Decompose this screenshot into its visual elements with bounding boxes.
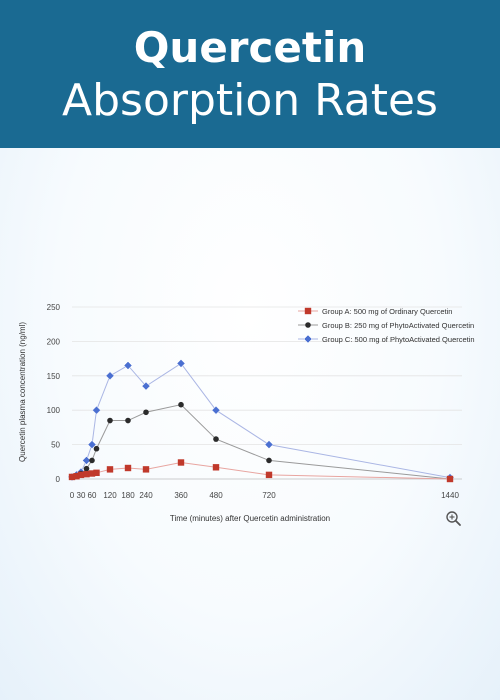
point-s2-10 xyxy=(213,436,219,442)
y-axis-label: Quercetin plasma concentration (ng/ml) xyxy=(18,322,27,462)
x-tick-60: 60 xyxy=(88,491,97,500)
point-s3-3 xyxy=(82,456,91,465)
point-s3-11 xyxy=(264,440,274,449)
point-s1-12 xyxy=(446,475,454,483)
y-tick-100: 100 xyxy=(47,406,61,415)
title-line-1: Quercetin xyxy=(133,23,367,72)
x-axis-label: Time (minutes) after Quercetin administr… xyxy=(170,514,330,523)
point-s2-9 xyxy=(178,401,184,408)
legend-entry-1: Group A: 500 mg of Ordinary Quercetin xyxy=(322,307,452,316)
point-s2-3 xyxy=(83,465,90,472)
point-s1-11 xyxy=(265,471,273,479)
x-tick-180: 180 xyxy=(121,491,135,500)
title-line-2: Absorption Rates xyxy=(62,75,438,126)
point-s2-7 xyxy=(125,417,131,424)
legend-marker-3 xyxy=(303,334,313,344)
point-s1-4 xyxy=(88,470,96,477)
point-s1-1 xyxy=(73,473,80,480)
legend-marker-2 xyxy=(305,322,311,328)
y-tick-150: 150 xyxy=(47,372,61,381)
y-tick-50: 50 xyxy=(51,441,60,450)
point-s1-6 xyxy=(106,466,114,473)
x-tick-240: 240 xyxy=(139,491,153,500)
point-s1-9 xyxy=(177,459,185,466)
legend-entry-3: Group C: 500 mg of PhytoActivated Querce… xyxy=(322,335,475,344)
legend-entry-2: Group B: 250 mg of PhytoActivated Querce… xyxy=(322,321,474,330)
point-s2-4 xyxy=(89,457,95,464)
point-s1-3 xyxy=(83,470,90,478)
point-s3-8 xyxy=(141,381,151,391)
point-s1-8 xyxy=(142,466,150,473)
y-tick-0: 0 xyxy=(56,475,61,484)
point-s1-5 xyxy=(93,469,100,477)
x-tick-120: 120 xyxy=(103,491,117,500)
point-s3-6 xyxy=(105,371,115,381)
point-s1-7 xyxy=(124,464,132,472)
point-s3-4 xyxy=(87,440,97,449)
x-tick-30: 30 xyxy=(77,491,86,500)
x-tick-360: 360 xyxy=(174,491,188,500)
point-s2-6 xyxy=(107,417,113,424)
point-s3-7 xyxy=(123,361,133,370)
point-s2-5 xyxy=(93,445,100,452)
title-banner: Quercetin Absorption Rates xyxy=(0,0,500,148)
point-s1-0 xyxy=(68,473,76,481)
x-tick-720: 720 xyxy=(262,491,276,500)
point-s1-2 xyxy=(77,471,85,479)
y-tick-250: 250 xyxy=(47,303,61,312)
x-tick-1440: 1440 xyxy=(441,491,459,500)
x-tick-0: 0 xyxy=(70,491,75,500)
point-s3-9 xyxy=(176,359,186,368)
y-tick-200: 200 xyxy=(47,337,61,346)
point-s1-10 xyxy=(212,464,220,471)
zoom-magnifier-icon[interactable] xyxy=(446,511,461,526)
point-s3-10 xyxy=(211,405,221,415)
legend-marker-1 xyxy=(304,307,312,315)
x-tick-480: 480 xyxy=(209,491,223,500)
point-s2-8 xyxy=(143,409,149,416)
point-s2-11 xyxy=(266,457,272,464)
point-s3-5 xyxy=(92,405,101,415)
